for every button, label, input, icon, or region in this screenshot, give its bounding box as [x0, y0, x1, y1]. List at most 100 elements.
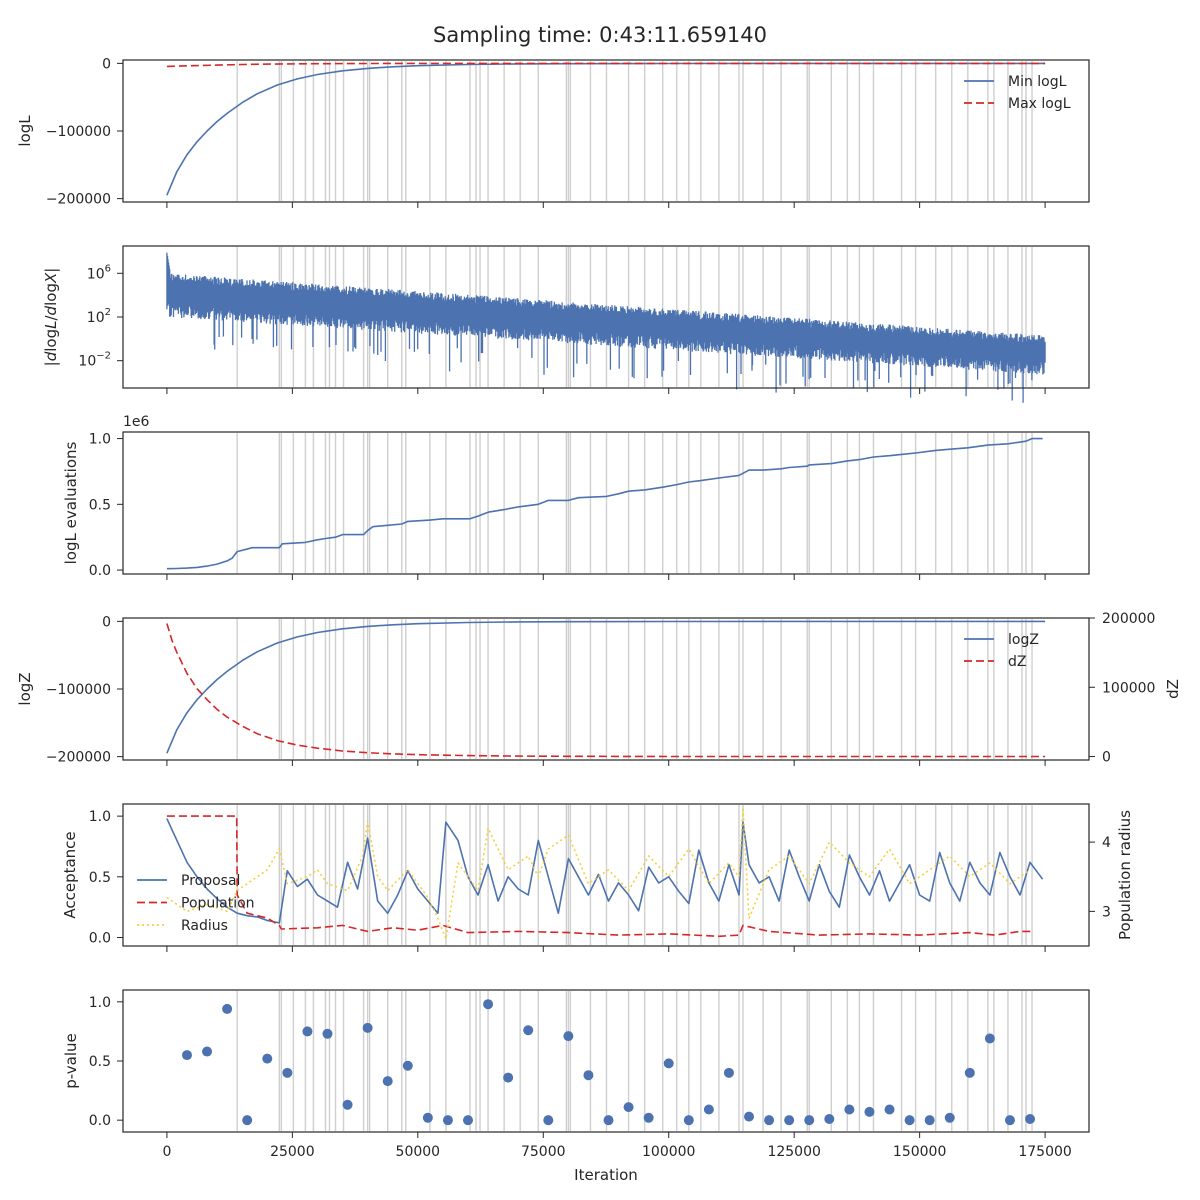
y2-tick-label: 200000: [1102, 611, 1155, 627]
series-population: [166, 815, 1032, 938]
run-markers: [236, 619, 1033, 759]
data-point: [181, 1050, 192, 1061]
y-tick-label: 0.5: [89, 870, 111, 886]
data-point: [222, 1003, 233, 1014]
panel-pvalue: 0.0 0.5 1.0 p-value 0 25000 50000 75000 100000 12…: [62, 989, 1090, 1160]
data-point: [523, 1025, 534, 1036]
data-point: [804, 1115, 815, 1126]
series-radius: [166, 806, 1031, 940]
data-point: [723, 1067, 734, 1078]
data-point: [623, 1102, 634, 1113]
series-proposal: [166, 818, 1044, 924]
data-point: [944, 1112, 955, 1123]
data-point: [784, 1115, 795, 1126]
run-markers: [236, 805, 1033, 945]
data-point: [483, 999, 494, 1010]
legend-label: Min logL: [1008, 74, 1067, 90]
y-tick-label: 0.5: [89, 497, 111, 513]
y-axis-label: p-value: [62, 1033, 80, 1089]
y-tick-label: −200000: [46, 750, 111, 766]
legend-label: Max logL: [1008, 96, 1071, 112]
y-tick-label: 10−2: [78, 351, 111, 370]
data-point: [703, 1104, 714, 1115]
y-tick-label: 1.0: [89, 432, 111, 448]
series-line: [166, 437, 1043, 570]
data-point: [442, 1115, 453, 1126]
panels: 0 −100000 −200000 logL Min logL Max logL 106 10…: [16, 56, 1182, 1160]
y-tick-label: −200000: [46, 192, 111, 208]
data-point: [422, 1112, 433, 1123]
data-point: [402, 1060, 413, 1071]
data-point: [563, 1031, 574, 1042]
y-tick-label: 0: [102, 56, 111, 72]
y2-axis-label: dZ: [1164, 679, 1182, 699]
data-point: [362, 1022, 373, 1033]
data-point: [864, 1106, 875, 1117]
y-tick-label: 0.0: [89, 563, 111, 579]
axes-frame: [122, 803, 1090, 947]
y2-tick-label: 4: [1102, 835, 1111, 851]
data-point: [924, 1115, 935, 1126]
data-point: [663, 1058, 674, 1069]
data-point: [242, 1115, 253, 1126]
panel-acceptance: 0.0 0.5 1.0 3 4 Acceptance Population radius Pr…: [61, 803, 1134, 952]
figure-title: Sampling time: 0:43:11.659140: [433, 23, 767, 47]
y2-tick-label: 100000: [1102, 680, 1155, 696]
panel-logl: 0 −100000 −200000 logL Min logL Max logL: [16, 56, 1090, 208]
y-tick-label: −100000: [46, 682, 111, 698]
x-tick-label: 100000: [642, 1144, 695, 1160]
series-max-logl: [166, 62, 1046, 68]
data-point: [382, 1076, 393, 1087]
y-tick-label: 0: [102, 614, 111, 630]
y2-tick-label: 3: [1102, 904, 1111, 920]
legend-label: Proposal: [181, 873, 240, 889]
data-point: [683, 1115, 694, 1126]
panel-logz: 0 −100000 −200000 200000 100000 0 logZ dZ logZ dZ: [16, 611, 1182, 766]
y-tick-label: −100000: [46, 124, 111, 140]
x-tick-label: 150000: [893, 1144, 946, 1160]
legend-label: Radius: [181, 918, 228, 934]
y-axis-label: logL evaluations: [62, 441, 80, 564]
data-point: [302, 1026, 313, 1037]
data-point: [964, 1067, 975, 1078]
run-markers: [236, 991, 1033, 1131]
y-tick-label: 106: [87, 263, 111, 282]
x-tick-label: 75000: [521, 1144, 566, 1160]
data-point: [583, 1070, 594, 1081]
series-band: [166, 252, 1046, 403]
data-point: [884, 1104, 895, 1115]
data-point: [262, 1053, 273, 1064]
y-axis-label: logZ: [16, 672, 34, 705]
offset-label: 1e6: [123, 414, 150, 430]
run-markers: [236, 61, 1033, 201]
series-logz: [166, 620, 1046, 754]
data-point: [543, 1115, 554, 1126]
panel-evals: 0.0 0.5 1.0 logL evaluations 1e6: [62, 414, 1090, 580]
y-tick-label: 1.0: [89, 995, 111, 1011]
x-axis-label: Iteration: [574, 1166, 638, 1184]
data-point: [984, 1033, 995, 1044]
y-axis-label: |dlogL/dlogX|: [42, 268, 60, 367]
data-point: [1004, 1115, 1015, 1126]
run-markers: [236, 433, 1033, 573]
data-point: [844, 1104, 855, 1115]
data-point: [824, 1113, 835, 1124]
data-point: [342, 1099, 353, 1110]
data-point: [1025, 1113, 1036, 1124]
data-point: [503, 1072, 514, 1083]
y-tick-label: 0.0: [89, 1113, 111, 1129]
y-tick-label: 0.5: [89, 1054, 111, 1070]
x-tick-label: 0: [162, 1144, 171, 1160]
y-tick-label: 102: [87, 307, 111, 326]
legend-label: dZ: [1008, 654, 1026, 670]
y-axis-label: logL: [16, 115, 34, 147]
x-tick-label: 25000: [270, 1144, 315, 1160]
data-point: [744, 1111, 755, 1122]
y2-axis-label: Population radius: [1116, 810, 1134, 940]
data-point: [202, 1046, 213, 1057]
x-tick-label: 125000: [767, 1144, 820, 1160]
data-point: [603, 1115, 614, 1126]
series-line: [166, 252, 1046, 403]
data-point: [764, 1115, 775, 1126]
